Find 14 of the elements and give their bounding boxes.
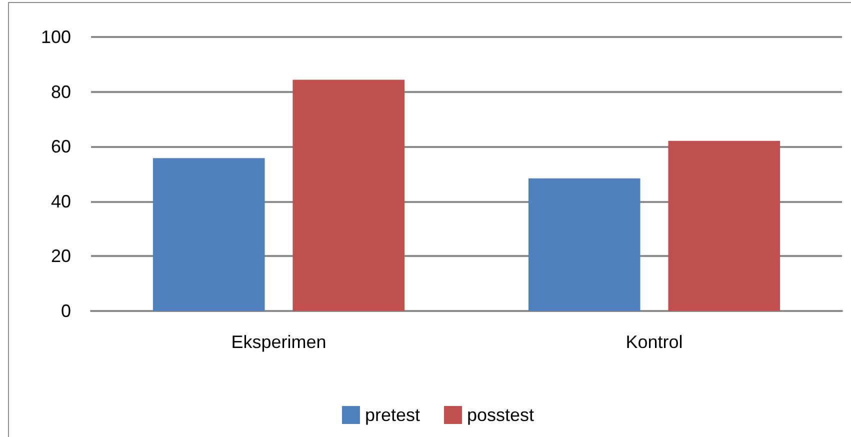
- x-tick-label: Eksperimen: [231, 332, 326, 352]
- bar: [152, 158, 265, 311]
- y-tick-label: 20: [50, 246, 71, 266]
- bar: [528, 178, 640, 311]
- y-tick-label: 100: [40, 27, 71, 47]
- y-tick-label: 40: [50, 191, 71, 212]
- bar: [668, 140, 780, 311]
- legend-label: posstest: [466, 405, 534, 425]
- y-tick-label: 0: [60, 301, 71, 321]
- y-tick-label: 60: [50, 136, 71, 157]
- bar: [292, 80, 405, 311]
- y-tick-label: 80: [50, 82, 71, 102]
- legend-label: pretest: [364, 405, 420, 425]
- x-tick-label: Kontrol: [626, 332, 683, 352]
